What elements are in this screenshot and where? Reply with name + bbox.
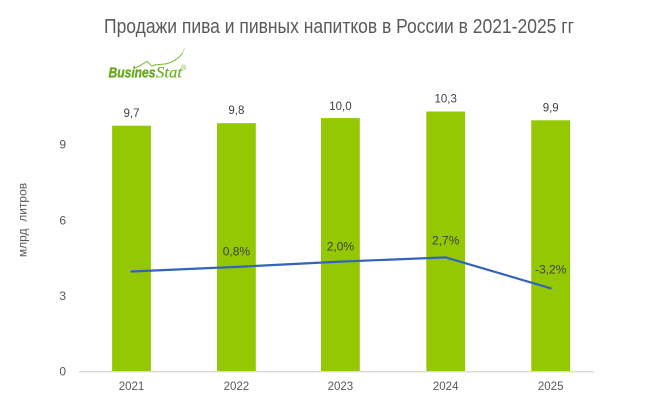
svg-text:2021: 2021 (119, 381, 145, 393)
svg-text:-3,2%: -3,2% (535, 263, 567, 277)
svg-text:9: 9 (59, 138, 66, 152)
svg-text:Stat: Stat (156, 64, 183, 81)
svg-text:Продажи пива и пивных напитков: Продажи пива и пивных напитков в России … (104, 16, 574, 38)
svg-text:0,8%: 0,8% (223, 245, 251, 259)
svg-text:0: 0 (59, 364, 66, 378)
svg-text:9,7: 9,7 (124, 108, 140, 120)
svg-text:млрд литров: млрд литров (16, 183, 30, 257)
svg-text:2,0%: 2,0% (327, 240, 355, 254)
svg-text:2,7%: 2,7% (432, 234, 460, 248)
svg-text:2023: 2023 (328, 381, 354, 393)
svg-text:2024: 2024 (433, 381, 459, 393)
svg-text:2022: 2022 (224, 381, 250, 393)
svg-text:10,3: 10,3 (435, 94, 457, 106)
svg-text:9,9: 9,9 (543, 102, 559, 114)
svg-text:Busines: Busines (109, 65, 156, 81)
svg-text:9,8: 9,8 (228, 105, 244, 117)
svg-text:10,0: 10,0 (329, 101, 351, 113)
svg-text:6: 6 (59, 213, 66, 227)
svg-text:®: ® (181, 63, 187, 72)
svg-text:3: 3 (59, 289, 66, 303)
svg-text:2025: 2025 (538, 381, 564, 393)
